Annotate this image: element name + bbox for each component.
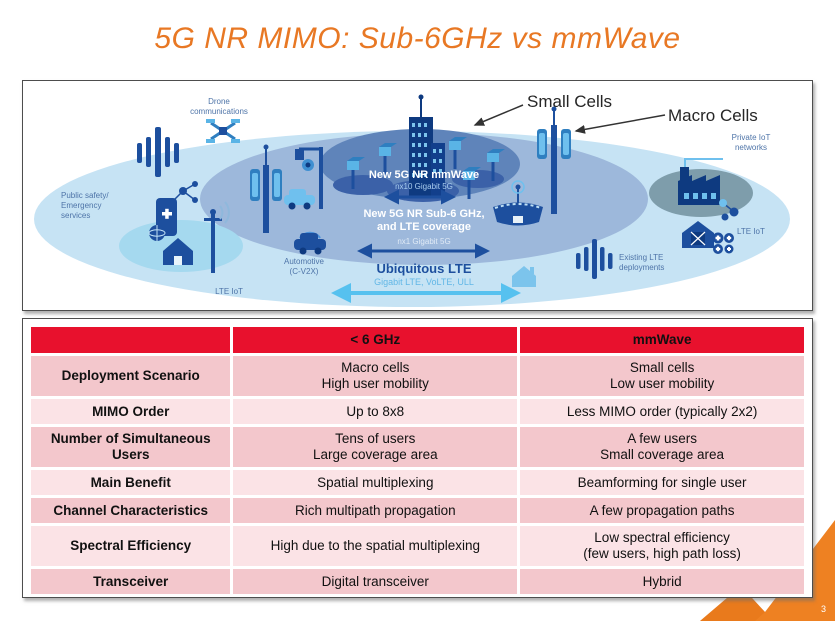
- car-icon: [284, 189, 315, 210]
- drone-icon: [206, 119, 240, 143]
- lte-zone-subtitle: Gigabit LTE, VoLTE, ULL: [374, 277, 474, 287]
- small-cells-label: Small Cells: [527, 92, 613, 111]
- street-lamp-icon: [295, 147, 323, 209]
- automotive-label: Automotive (C-V2X): [283, 257, 325, 276]
- table-row: Main Benefit Spatial multiplexing Beamfo…: [31, 470, 804, 495]
- cell-tower-icon: [537, 106, 571, 214]
- iot-gears-icon: [712, 232, 734, 254]
- skyscraper-icon: [409, 94, 445, 196]
- lte-iot-right-label: LTE IoT: [737, 227, 765, 236]
- public-safety-label: Public safety/ Emergency services: [61, 191, 109, 220]
- header-cell-empty: [31, 327, 231, 353]
- small-cells-arrow: [473, 104, 524, 126]
- comparison-table: < 6 GHz mmWave Deployment Scenario Macro…: [28, 324, 807, 597]
- mmwave-zone-title: New 5G NR mmWave: [368, 169, 480, 181]
- barn-icon: [682, 221, 714, 248]
- mmwave-zone-subtitle: nx10 Gigabit 5G: [395, 182, 453, 191]
- network-diagram-panel: Small Cells Macro Cells Drone communicat…: [22, 80, 813, 311]
- table-row: MIMO Order Up to 8x8 Less MIMO order (ty…: [31, 399, 804, 424]
- small-cell-pole-icon: [449, 137, 467, 169]
- page-number: 3: [820, 604, 826, 614]
- macro-antenna-icon: [137, 127, 179, 177]
- table-header-row: < 6 GHz mmWave: [31, 327, 804, 353]
- car-icon: [294, 231, 326, 255]
- comparison-table-panel: < 6 GHz mmWave Deployment Scenario Macro…: [22, 318, 813, 598]
- existing-lte-label: Existing LTE deployments: [619, 253, 665, 272]
- utility-pole-icon: [204, 201, 230, 273]
- iot-gears-icon: [719, 199, 739, 221]
- drone-communications-label: Drone communications: [190, 97, 248, 116]
- small-cell-pole-icon: [379, 143, 397, 175]
- cell-tower-icon: [250, 144, 282, 233]
- macro-cells-label: Macro Cells: [668, 106, 758, 125]
- small-cell-pole-icon: [487, 149, 505, 181]
- table-row: Spectral Efficiency High due to the spat…: [31, 526, 804, 566]
- factory-icon: [678, 158, 723, 205]
- header-cell-mmwave: mmWave: [520, 327, 804, 353]
- small-cell-pole-icon: [463, 167, 481, 199]
- house-icon: [163, 238, 193, 265]
- table-row: Channel Characteristics Rich multipath p…: [31, 498, 804, 523]
- house-icon: [512, 266, 536, 287]
- sub6-zone-subtitle: nx1 Gigabit 5G: [397, 237, 451, 246]
- lte-antenna-icon: [576, 239, 613, 279]
- stadium-icon: [493, 180, 543, 226]
- header-cell-sub6: < 6 GHz: [233, 327, 518, 353]
- page-title: 5G NR MIMO: Sub-6GHz vs mmWave: [154, 22, 681, 55]
- globe-icon: [148, 225, 166, 241]
- network-diagram: [34, 94, 790, 307]
- table-row: Transceiver Digital transceiver Hybrid: [31, 569, 804, 594]
- sub6-zone-title: New 5G NR Sub-6 GHz, and LTE coverage: [363, 208, 485, 233]
- small-cell-spot: [333, 175, 393, 195]
- lte-iot-left-label: LTE IoT: [215, 287, 243, 296]
- macro-cells-arrow: [574, 114, 666, 134]
- table-row: Deployment Scenario Macro cells High user…: [31, 356, 804, 396]
- small-cell-pole-icon: [347, 157, 365, 189]
- private-iot-label: Private IoT networks: [731, 133, 771, 152]
- lte-zone-title: Ubiquitous LTE: [376, 261, 472, 276]
- table-row: Number of Simultaneous Users Tens of user…: [31, 427, 804, 467]
